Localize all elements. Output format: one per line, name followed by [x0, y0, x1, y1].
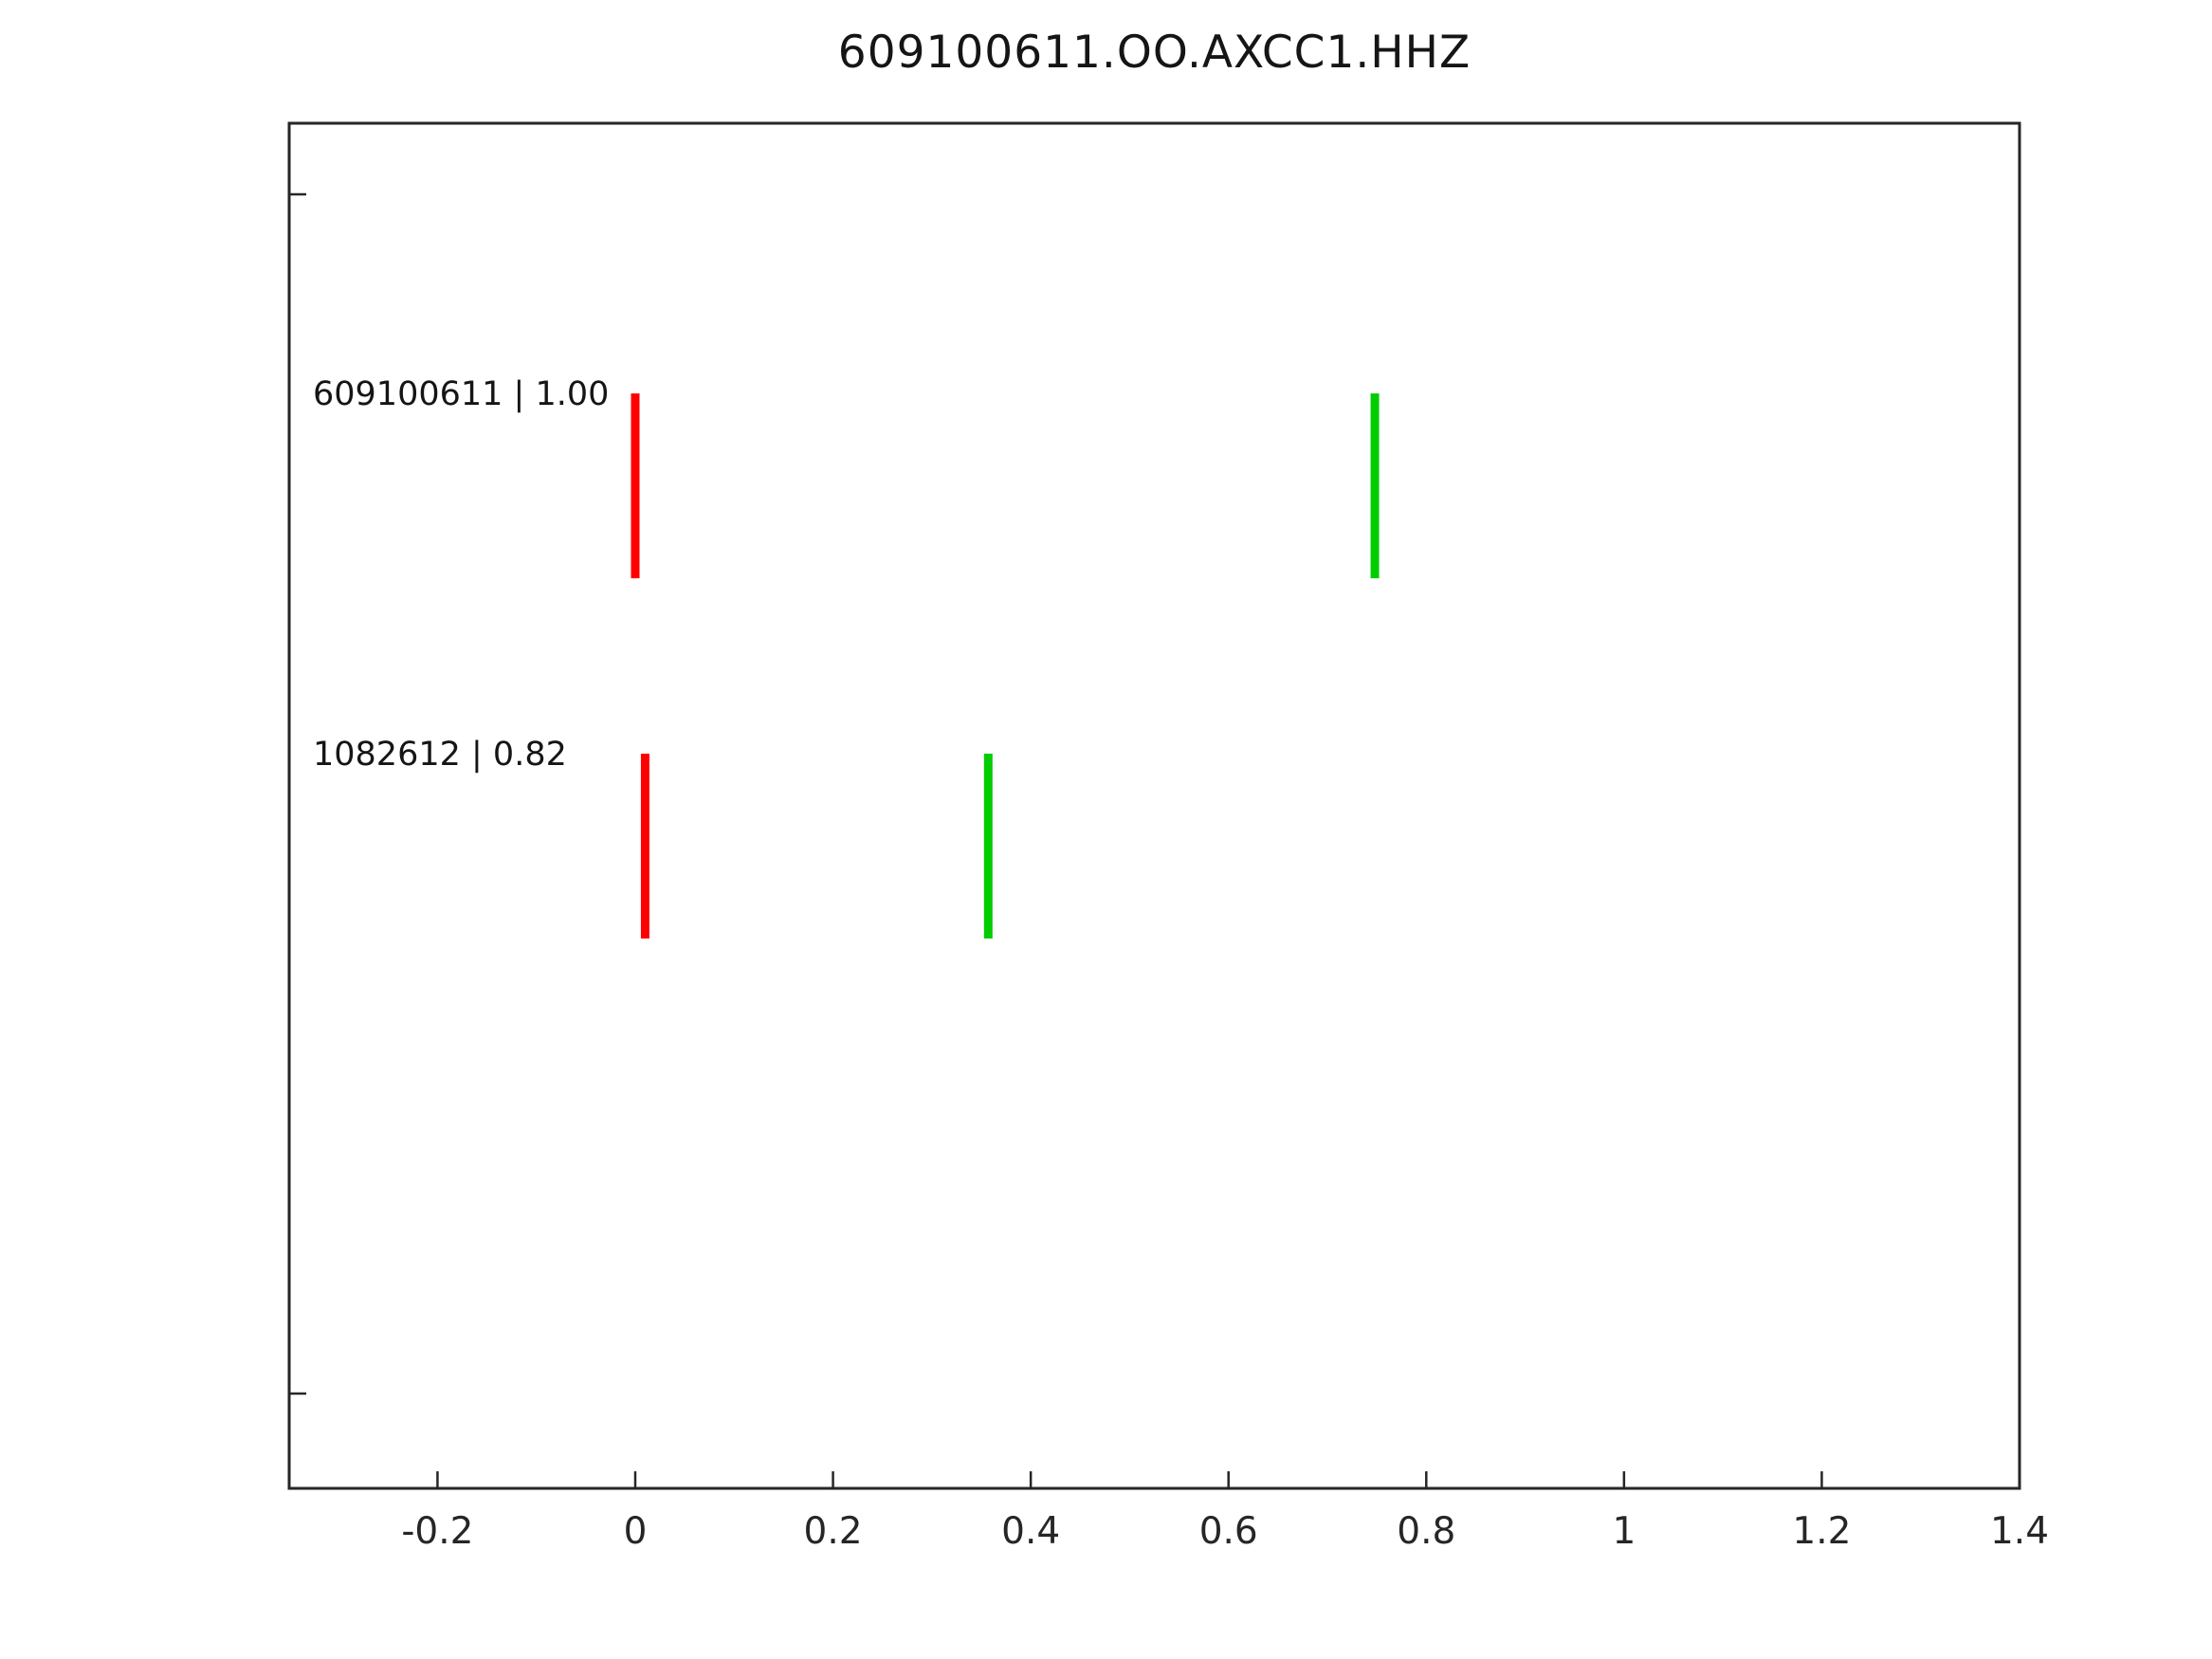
x-tick-label: 0.8	[1397, 1510, 1455, 1553]
x-tick-label: 0.4	[1001, 1510, 1060, 1553]
x-tick-label: -0.2	[401, 1510, 473, 1553]
plot-title: 609100611.OO.AXCC1.HHZ	[837, 27, 1472, 79]
x-tick-label: 0	[624, 1510, 648, 1553]
axes-frame	[287, 121, 2021, 1490]
x-tick-label: 1.2	[1792, 1510, 1851, 1553]
trace-1-label: 609100611 | 1.00	[313, 375, 610, 413]
x-tick-label: 0.2	[804, 1510, 863, 1553]
x-tick-label: 0.6	[1199, 1510, 1258, 1553]
x-tick-label: 1	[1612, 1510, 1636, 1553]
x-tick-label: 1.4	[1990, 1510, 2049, 1553]
trace-2-label: 1082612 | 0.82	[313, 736, 567, 774]
